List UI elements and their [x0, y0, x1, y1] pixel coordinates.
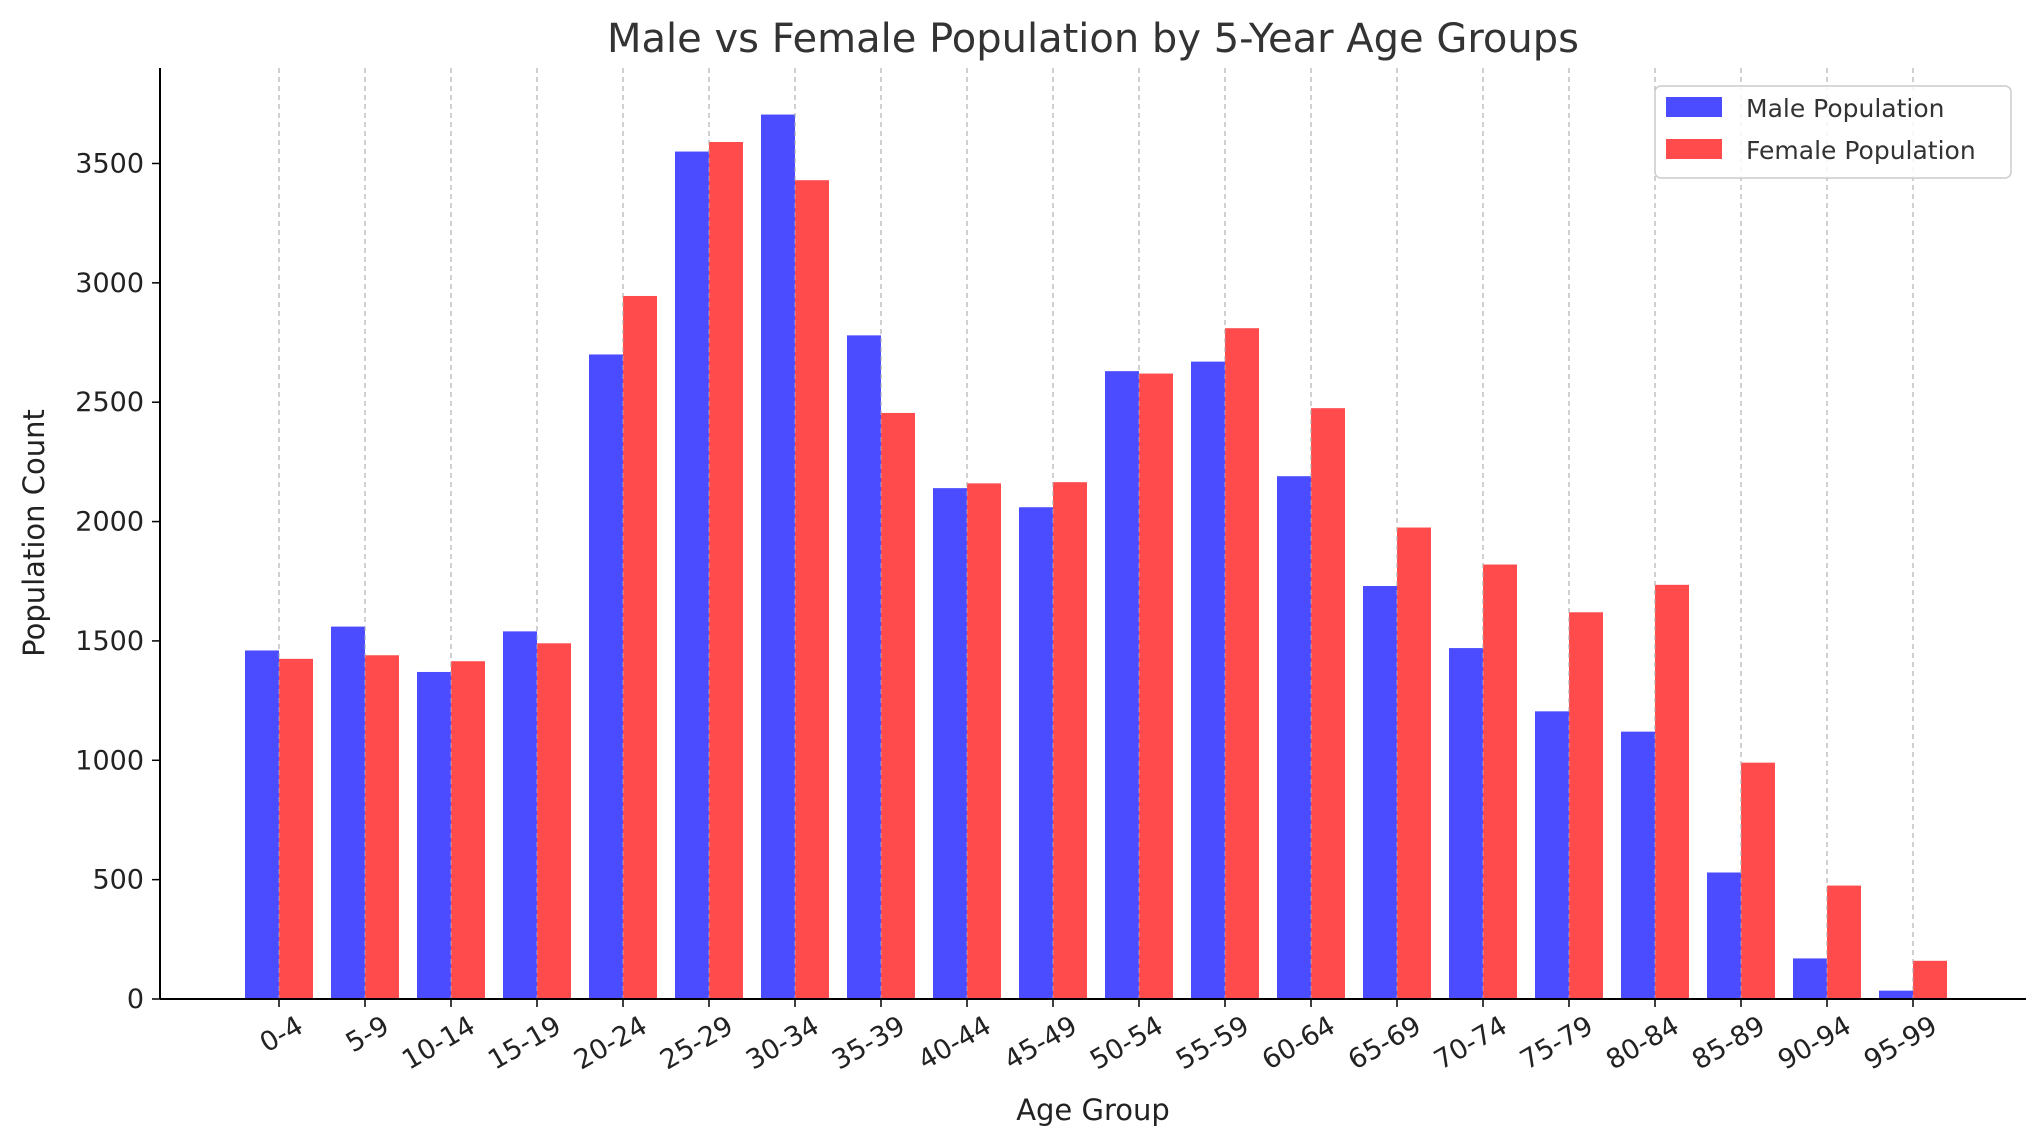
- x-tick-label: 40-44: [913, 1010, 996, 1076]
- bar-female: [1053, 482, 1087, 999]
- bar-female: [1483, 564, 1517, 999]
- bar-male: [1621, 731, 1655, 999]
- x-tick-label: 10-14: [397, 1010, 480, 1076]
- x-tick-label: 0-4: [255, 1010, 309, 1059]
- bar-male: [1363, 586, 1397, 999]
- y-tick-label: 2500: [75, 387, 144, 418]
- y-tick-label: 1000: [75, 745, 144, 776]
- x-tick-label: 35-39: [827, 1010, 910, 1076]
- bar-female: [365, 655, 399, 999]
- x-tick-label: 15-19: [483, 1010, 566, 1076]
- bar-male: [675, 151, 709, 1000]
- x-tick-label: 20-24: [569, 1010, 652, 1076]
- bar-male: [331, 626, 365, 999]
- bar-male: [1019, 507, 1053, 999]
- bar-male: [1793, 958, 1827, 999]
- bar-male: [417, 671, 451, 999]
- bar-female: [1741, 762, 1775, 999]
- legend-frame: [1654, 85, 2012, 179]
- bar-female: [1569, 612, 1603, 999]
- bar-female: [881, 412, 915, 999]
- legend-label-male: Male Population: [1746, 94, 1945, 123]
- y-tick-label: 0: [127, 984, 144, 1015]
- bars: [245, 68, 1947, 1000]
- x-tick-label: 80-84: [1601, 1010, 1684, 1076]
- bar-female: [537, 643, 571, 999]
- x-tick-label: 85-89: [1687, 1010, 1770, 1076]
- x-tick-label: 5-9: [341, 1010, 395, 1059]
- bar-female: [1827, 885, 1861, 999]
- y-tick-label: 1500: [75, 626, 144, 657]
- x-tick-label: 60-64: [1257, 1010, 1340, 1076]
- bar-female: [795, 180, 829, 999]
- legend-label-female: Female Population: [1746, 136, 1976, 165]
- y-axis-label: Population Count: [17, 409, 51, 657]
- bar-male: [1191, 361, 1225, 1000]
- x-tick-label: 50-54: [1085, 1010, 1168, 1076]
- bar-male: [1449, 648, 1483, 999]
- bar-female: [451, 661, 485, 999]
- bar-female: [1397, 527, 1431, 999]
- x-tick-label: 95-99: [1859, 1010, 1942, 1076]
- bar-male: [1707, 872, 1741, 999]
- bar-female: [1311, 408, 1345, 999]
- x-tick-label: 30-34: [741, 1010, 824, 1076]
- x-tick-label: 55-59: [1171, 1010, 1254, 1076]
- bar-male: [1535, 711, 1569, 999]
- x-ticks: 0-4 5-9 10-14 15-19 20-24 25-29 30-34 35-39 40-4…: [255, 999, 1943, 1076]
- x-tick-label: 75-79: [1515, 1010, 1598, 1076]
- bar-male: [933, 488, 967, 999]
- bar-male: [1879, 990, 1913, 999]
- bar-female: [279, 658, 313, 999]
- x-axis-label: Age Group: [1016, 1093, 1170, 1127]
- bar-male: [503, 631, 537, 999]
- bar-male: [1277, 476, 1311, 999]
- x-tick-label: 65-69: [1343, 1010, 1426, 1076]
- bar-male: [761, 114, 795, 1000]
- bar-female: [1655, 584, 1689, 999]
- y-tick-label: 3000: [75, 268, 144, 299]
- bar-female: [623, 295, 657, 999]
- x-tick-label: 25-29: [655, 1010, 738, 1076]
- axes: [159, 68, 2026, 1000]
- y-ticks: 0 500 1000 1500 2000 2500 3000 3500: [75, 148, 160, 1015]
- bar-female: [1139, 373, 1173, 999]
- y-tick-label: 2000: [75, 507, 144, 538]
- bar-female: [709, 142, 743, 999]
- bar-female: [967, 483, 1001, 999]
- legend: Male Population Female Population: [1654, 85, 2012, 179]
- bar-female: [1913, 960, 1947, 999]
- bar-female: [1225, 328, 1259, 999]
- bar-male: [847, 335, 881, 999]
- x-tick-label: 45-49: [999, 1010, 1082, 1076]
- bar-male: [589, 354, 623, 999]
- bar-male: [1105, 371, 1139, 1000]
- bar-male: [245, 650, 279, 999]
- x-tick-label: 70-74: [1429, 1010, 1512, 1076]
- legend-swatch-female: [1666, 139, 1722, 159]
- chart-title: Male vs Female Population by 5-Year Age …: [607, 16, 1579, 62]
- y-tick-label: 3500: [75, 148, 144, 179]
- legend-swatch-male: [1666, 97, 1722, 117]
- y-tick-label: 500: [92, 865, 144, 896]
- x-tick-label: 90-94: [1773, 1010, 1856, 1076]
